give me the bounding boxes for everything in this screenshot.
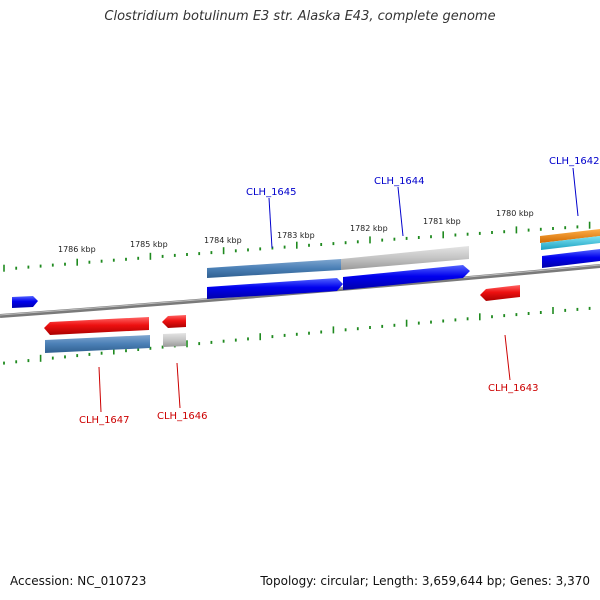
leader-line-clh-1646 — [176, 362, 181, 409]
leader-line-clh-1647 — [98, 366, 102, 413]
lower-tick-row — [3, 306, 591, 365]
kbp-label: 1781 kbp — [423, 217, 461, 226]
leader-line-clh-1642 — [572, 167, 579, 217]
kbp-label: 1782 kbp — [350, 224, 388, 233]
gene-label-clh-1644[interactable]: CLH_1644 — [374, 176, 425, 187]
leader-line-clh-1644 — [397, 186, 404, 237]
kbp-label: 1784 kbp — [204, 236, 242, 245]
gene-label-group: CLH_1642 CLH_1643 CLH_1644 CLH_1645 CLH_… — [79, 156, 600, 426]
forward-feature-track — [12, 229, 600, 308]
gene-arrow-clh-1645[interactable] — [207, 278, 343, 299]
topology-label: Topology: circular; Length: 3,659,644 bp… — [260, 574, 590, 588]
orange-feature[interactable] — [540, 229, 600, 243]
gene-label-clh-1643[interactable]: CLH_1643 — [488, 383, 539, 394]
kbp-label: 1783 kbp — [277, 231, 315, 240]
gene-label-clh-1646[interactable]: CLH_1646 — [157, 411, 208, 422]
gray-feature[interactable] — [341, 246, 469, 270]
leader-line-clh-1643 — [504, 334, 511, 381]
gene-label-clh-1645[interactable]: CLH_1645 — [246, 187, 297, 198]
gene-arrow-clh-1644[interactable] — [343, 265, 470, 290]
kbp-label-group: 1786 kbp 1785 kbp 1784 kbp 1783 kbp 1782… — [58, 209, 534, 254]
kbp-label: 1786 kbp — [58, 245, 96, 254]
kbp-label: 1785 kbp — [130, 240, 168, 249]
gene-label-clh-1642[interactable]: CLH_1642 — [549, 156, 600, 167]
gene-label-clh-1647[interactable]: CLH_1647 — [79, 415, 130, 426]
small-blue-gene-arrow[interactable] — [12, 296, 38, 308]
gray-lower-feature[interactable] — [163, 333, 186, 347]
steel-blue-lower-feature[interactable] — [45, 335, 150, 353]
gene-arrow-clh-1647[interactable] — [44, 317, 149, 335]
gene-arrow-clh-1643[interactable] — [480, 285, 520, 301]
gene-arrow-clh-1642[interactable] — [542, 249, 600, 268]
upper-tick-row — [3, 221, 591, 272]
accession-label: Accession: NC_010723 — [10, 574, 147, 588]
map-title: Clostridium botulinum E3 str. Alaska E43… — [104, 9, 496, 24]
cyan-feature[interactable] — [541, 236, 600, 250]
gene-leader-lines — [98, 167, 579, 413]
steel-blue-feature[interactable] — [207, 259, 341, 278]
gene-arrow-clh-1646[interactable] — [162, 315, 186, 328]
kbp-label: 1780 kbp — [496, 209, 534, 218]
leader-line-clh-1645 — [268, 197, 273, 249]
reverse-feature-track — [44, 285, 520, 353]
